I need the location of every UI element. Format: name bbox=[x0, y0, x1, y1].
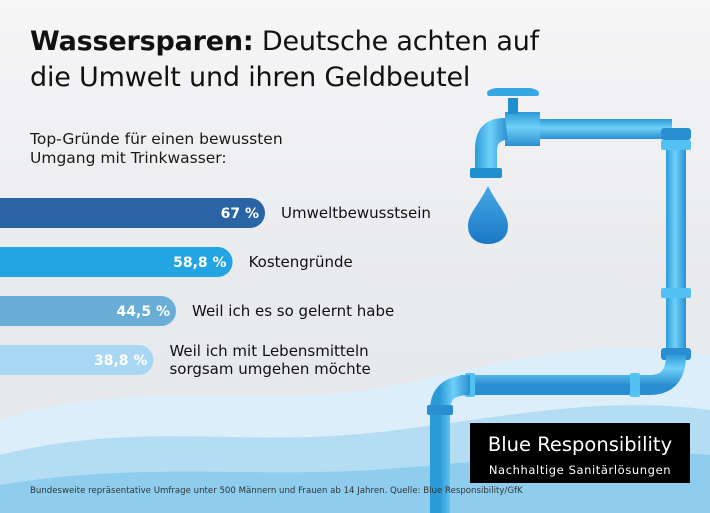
category-label-line: Umweltbewusstsein bbox=[281, 204, 431, 222]
source-note: Bundesweite repräsentative Umfrage unter… bbox=[30, 486, 523, 496]
category-label-line: sorgsam umgehen möchte bbox=[169, 360, 371, 378]
category-label-line: Weil ich es so gelernt habe bbox=[192, 302, 395, 320]
bar-1 bbox=[0, 198, 265, 228]
brand-name: Blue Responsibility bbox=[487, 433, 673, 456]
water-pipe bbox=[427, 88, 691, 513]
bar-value-label: 44,5 % bbox=[117, 304, 170, 320]
water-drop-icon bbox=[468, 186, 508, 244]
bar-value-label: 58,8 % bbox=[173, 255, 226, 271]
page-title: Wassersparen: Deutsche achten auf die Um… bbox=[30, 24, 550, 96]
bar-value-label: 38,8 % bbox=[94, 353, 147, 369]
bar-3 bbox=[0, 296, 177, 326]
category-label: Weil ich es so gelernt habe bbox=[192, 302, 394, 320]
bar-4 bbox=[0, 345, 154, 375]
chart-subtitle: Top-Gründe für einen bewussten Umgang mi… bbox=[30, 130, 283, 167]
category-label: Umweltbewusstsein bbox=[281, 204, 431, 222]
category-label: Kostengründe bbox=[249, 253, 353, 271]
category-label-line: Weil ich mit Lebensmitteln bbox=[169, 342, 369, 360]
title-bold: Wassersparen: bbox=[30, 26, 254, 57]
category-label: Weil ich mit Lebensmitteln sorgsam umgehe… bbox=[169, 342, 370, 378]
bar-2 bbox=[0, 247, 233, 277]
bar-chart: 67 % 58,8 % 44,5 % 38,8 % bbox=[0, 198, 265, 375]
brand-tagline: Nachhaltige Sanitärlösungen bbox=[488, 463, 672, 477]
brand-logo: Blue Responsibility Nachhaltige Sanitärl… bbox=[470, 423, 690, 483]
title-rest: Deutsche achten auf die Umwelt und ihren… bbox=[30, 26, 539, 93]
bar-value-label: 67 % bbox=[221, 206, 259, 222]
category-label-line: Kostengründe bbox=[248, 253, 353, 271]
